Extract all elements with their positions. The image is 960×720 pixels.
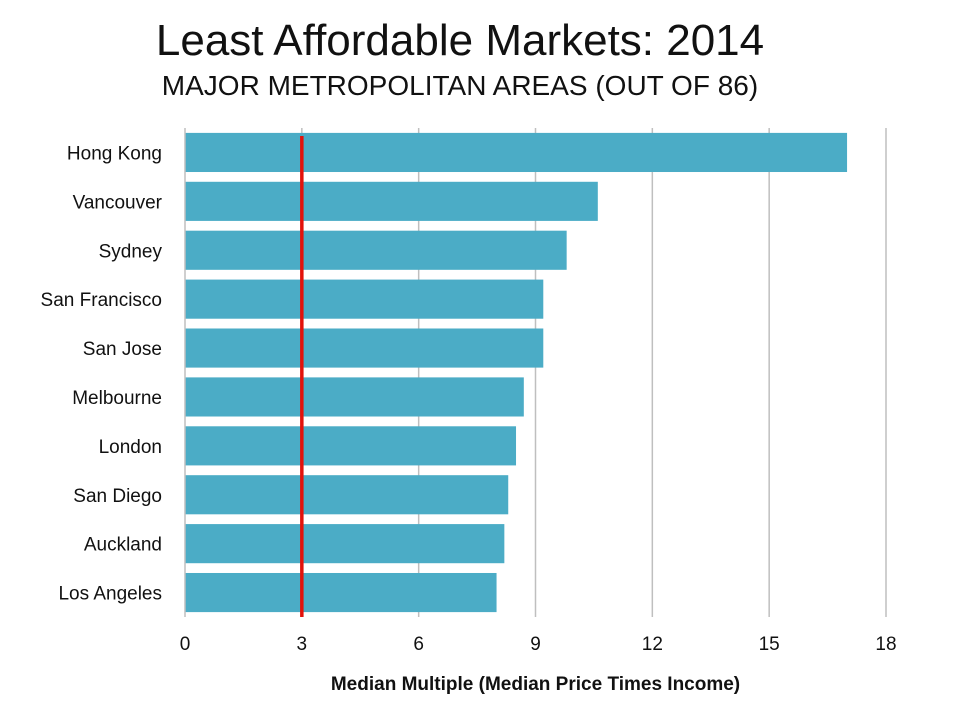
y-category-label-auckland: Auckland: [84, 535, 162, 556]
y-category-label-melbourne: Melbourne: [72, 388, 162, 409]
bar-san-francisco: [185, 279, 544, 319]
bar-london: [185, 426, 517, 466]
y-category-label-hong-kong: Hong Kong: [67, 143, 162, 164]
y-category-label-san-francisco: San Francisco: [41, 290, 162, 311]
bar-sydney: [185, 230, 567, 270]
bar-vancouver: [185, 181, 598, 221]
x-tick-label-3: 3: [297, 634, 308, 655]
y-category-label-vancouver: Vancouver: [73, 192, 163, 213]
bar-melbourne: [185, 377, 524, 417]
x-axis-label: Median Multiple (Median Price Times Inco…: [331, 674, 740, 695]
y-category-label-los-angeles: Los Angeles: [58, 584, 162, 605]
bar-san-jose: [185, 328, 544, 368]
y-category-label-sydney: Sydney: [99, 241, 163, 262]
x-tick-label-9: 9: [530, 634, 541, 655]
bar-los-angeles: [185, 572, 497, 613]
x-tick-label-6: 6: [413, 634, 424, 655]
x-tick-label-18: 18: [875, 634, 896, 655]
y-category-label-london: London: [99, 437, 162, 458]
bar-auckland: [185, 524, 505, 564]
chart-subtitle: MAJOR METROPOLITAN AREAS (OUT OF 86): [161, 70, 759, 101]
x-tick-label-15: 15: [759, 634, 780, 655]
x-tick-label-12: 12: [642, 634, 663, 655]
y-category-label-san-jose: San Jose: [83, 339, 162, 360]
bar-san-diego: [185, 475, 509, 515]
chart-title: Least Affordable Markets: 2014: [155, 16, 765, 65]
x-tick-label-0: 0: [180, 634, 191, 655]
y-category-label-san-diego: San Diego: [73, 486, 162, 507]
bar-hong-kong: [185, 132, 848, 173]
